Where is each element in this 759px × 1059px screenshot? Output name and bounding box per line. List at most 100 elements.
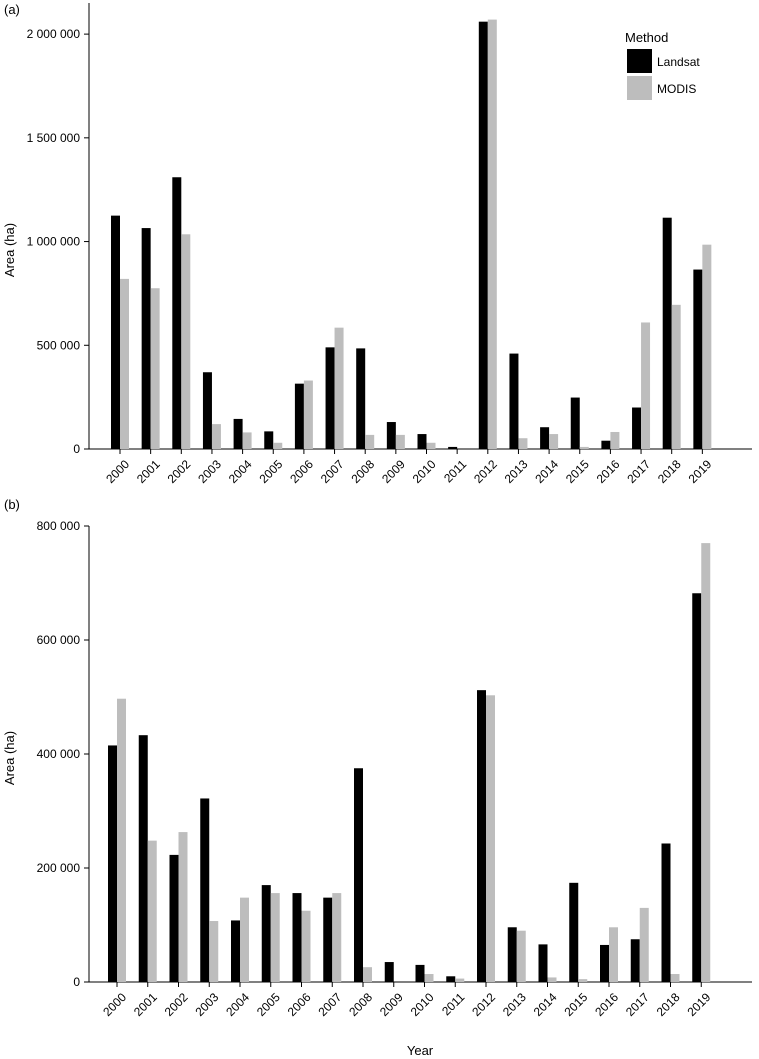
legend-label-modis: MODIS [657, 82, 696, 96]
x-tick-label: 2002 [165, 457, 194, 486]
bar-modis-2015 [578, 979, 588, 982]
bar-landsat-2011 [448, 446, 458, 449]
bar-landsat-2013 [507, 927, 517, 982]
bar-modis-2008 [363, 967, 372, 982]
x-tick-label: 2007 [318, 457, 347, 486]
x-tick-label: 2017 [623, 990, 652, 1019]
bar-modis-2009 [395, 434, 405, 449]
x-tick-label: 2013 [502, 457, 531, 486]
x-tick-label: 2008 [348, 457, 377, 486]
x-tick-label: 2019 [686, 457, 715, 486]
bar-modis-2012 [486, 695, 495, 982]
x-tick-label: 2011 [441, 457, 469, 485]
bar-landsat-2002 [169, 854, 179, 982]
x-tick-label: 2018 [654, 990, 683, 1019]
bar-modis-2017 [641, 322, 651, 449]
x-tick-label: 2005 [257, 457, 286, 486]
x-tick-label: 2011 [439, 990, 467, 1018]
y-tick-label: 800 000 [37, 519, 81, 533]
bar-modis-2003 [209, 921, 219, 982]
x-tick-label: 2009 [379, 457, 408, 486]
bar-modis-2012 [487, 19, 497, 450]
bar-landsat-2014 [538, 944, 548, 982]
bar-landsat-2014 [540, 427, 550, 449]
bar-landsat-2000 [108, 745, 117, 982]
bar-modis-2000 [120, 278, 129, 449]
bar-modis-2002 [178, 832, 188, 982]
bar-landsat-2012 [477, 690, 486, 982]
bar-landsat-2001 [141, 228, 151, 449]
x-tick-label: 2003 [195, 457, 224, 486]
panel-a-y-axis-title: Area (ha) [2, 223, 17, 277]
x-tick-label: 2000 [103, 457, 132, 486]
bar-landsat-2013 [509, 353, 519, 449]
bar-landsat-2005 [261, 885, 271, 982]
x-tick-label: 2010 [410, 457, 439, 486]
bar-modis-2018 [671, 304, 681, 449]
bar-modis-2016 [609, 927, 618, 982]
panel-b-x-ticks: 2000 2001 2002 2003 2004 2005 2006 2007 2008 2009… [100, 982, 714, 1019]
bar-landsat-2015 [570, 397, 580, 449]
x-tick-label: 2002 [162, 990, 191, 1019]
bar-landsat-2007 [325, 347, 335, 449]
bar-modis-2007 [332, 893, 342, 982]
bar-landsat-2008 [356, 348, 366, 449]
panel-a: (a) Area (ha) 0 500 000 1 000 000 1 500 000… [2, 2, 752, 486]
legend: Method Landsat MODIS [625, 30, 700, 100]
x-tick-label: 2017 [624, 457, 653, 486]
bar-landsat-2010 [417, 434, 427, 449]
bar-landsat-2016 [601, 440, 611, 449]
bar-modis-2004 [242, 432, 252, 449]
bar-modis-2018 [670, 974, 680, 982]
bar-landsat-2011 [446, 976, 456, 982]
x-tick-label: 2004 [223, 990, 252, 1019]
x-tick-label: 2004 [226, 457, 255, 486]
y-tick-label: 0 [73, 442, 80, 456]
panel-b: (b) Area (ha) 0 200 000 400 000 600 000 800 … [2, 497, 752, 1058]
bar-modis-2013 [518, 438, 528, 449]
bar-modis-2016 [610, 431, 620, 449]
bar-landsat-2003 [202, 372, 212, 449]
bar-landsat-2019 [693, 269, 703, 449]
bar-landsat-2019 [692, 593, 702, 982]
x-tick-label: 2001 [134, 457, 163, 486]
bar-modis-2000 [117, 698, 126, 982]
bar-modis-2011 [455, 978, 465, 982]
bar-landsat-2012 [478, 21, 488, 449]
bar-landsat-2004 [233, 418, 243, 449]
bar-modis-2003 [211, 424, 221, 449]
bar-modis-2001 [150, 288, 160, 449]
y-tick-label: 0 [73, 975, 80, 989]
bar-landsat-2018 [661, 843, 671, 982]
bar-landsat-2017 [632, 407, 642, 449]
bar-modis-2010 [426, 442, 436, 449]
panel-a-label: (a) [4, 2, 20, 17]
bar-modis-2001 [147, 840, 157, 982]
x-tick-label: 2014 [532, 457, 561, 486]
bar-landsat-2000 [111, 215, 120, 449]
bar-landsat-2015 [569, 882, 579, 982]
y-tick-label: 600 000 [37, 633, 81, 647]
bar-modis-2015 [579, 446, 589, 449]
panel-a-x-ticks: 2000 2001 2002 2003 2004 2005 2006 2007 2008 2009… [103, 449, 715, 486]
y-tick-label: 1 500 000 [27, 131, 81, 145]
legend-title: Method [625, 30, 668, 45]
bar-landsat-2017 [630, 939, 640, 982]
legend-swatch-modis [627, 76, 652, 100]
panel-a-bars [111, 19, 712, 450]
x-tick-label: 2016 [592, 990, 621, 1019]
x-tick-label: 2013 [500, 990, 529, 1019]
bar-modis-2005 [273, 442, 283, 449]
bar-landsat-2009 [386, 422, 396, 449]
y-tick-label: 1 000 000 [27, 235, 81, 249]
bar-landsat-2002 [172, 177, 182, 449]
legend-swatch-landsat [627, 49, 652, 73]
bar-modis-2006 [303, 380, 313, 449]
x-tick-label: 2010 [408, 990, 437, 1019]
bar-landsat-2009 [384, 962, 394, 982]
x-tick-label: 2009 [377, 990, 406, 1019]
y-tick-label: 500 000 [37, 338, 81, 352]
panel-b-label: (b) [4, 497, 20, 512]
bar-landsat-2003 [200, 798, 210, 982]
